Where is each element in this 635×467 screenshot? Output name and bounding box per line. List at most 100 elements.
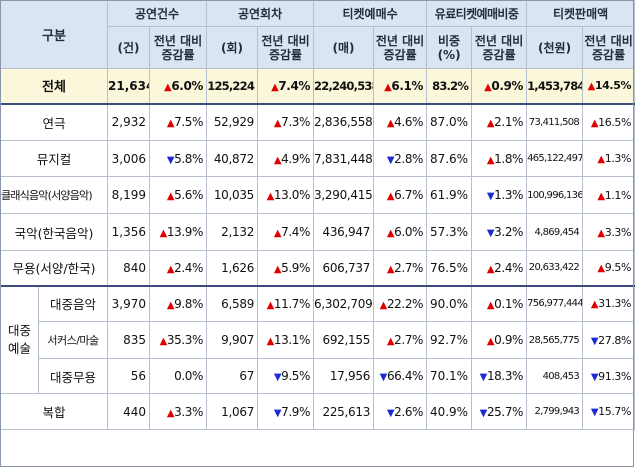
- change-cell: ▼1.3%: [471, 176, 528, 214]
- value-cell: 1,626: [206, 250, 259, 286]
- change-value: 31.3%: [598, 297, 632, 311]
- change-cell: ▲0.9%: [471, 321, 528, 359]
- change-value: 0.9%: [494, 333, 524, 347]
- change-cell: ▲5.9%: [257, 250, 315, 286]
- value-cell: 61.9%: [426, 176, 473, 214]
- unit-sales: (천원): [526, 26, 584, 69]
- row-label: 뮤지컬: [0, 140, 109, 177]
- value-cell: 40.9%: [426, 393, 473, 430]
- down-arrow-icon: ▼: [273, 372, 282, 383]
- up-arrow-icon: ▲: [273, 228, 282, 239]
- change-cell: ▲13.9%: [149, 213, 208, 251]
- table-row: 복합 440 ▲3.3% 1,067 ▼7.9% 225,613 ▼2.6% 40.9% ▼25…: [0, 393, 635, 430]
- up-arrow-icon: ▲: [597, 227, 605, 239]
- change-value: 7.4%: [281, 225, 311, 239]
- value-cell: 7,831,448: [313, 140, 375, 177]
- change-value: 25.7%: [486, 404, 524, 419]
- change-value: 3.3%: [604, 225, 632, 239]
- table-row: 대중 예술 대중음악 3,970 ▲9.8% 6,589 ▲11.7% 6,302,709 ▲…: [0, 284, 635, 394]
- value-cell: 90.0%: [426, 284, 473, 322]
- row-label: 클래식음악(서양음악): [0, 176, 109, 214]
- value-cell: 756,977,444: [526, 284, 584, 322]
- change-value: 27.8%: [598, 333, 632, 347]
- change-cell: ▲35.3%: [149, 321, 208, 359]
- up-arrow-icon: ▲: [159, 228, 168, 239]
- change-value: 35.3%: [166, 333, 204, 347]
- change-cell: ▲6.0%: [373, 213, 428, 251]
- row-label: 국악(한국음악): [0, 213, 109, 251]
- value-cell: 6,589: [206, 284, 259, 322]
- row-label: 연극: [0, 103, 109, 141]
- up-arrow-icon: ▲: [590, 299, 599, 311]
- change-cell: ▲2.1%: [471, 103, 528, 141]
- header-category: 구분: [0, 0, 109, 69]
- down-arrow-icon: ▼: [166, 154, 175, 166]
- value-cell: 1,356: [107, 213, 151, 251]
- table-row: 국악(한국음악) 1,356 ▲13.9% 2,132 ▲7.4% 436,947 ▲6.0…: [0, 213, 635, 251]
- change-value: 2.4%: [494, 260, 524, 275]
- up-arrow-icon: ▲: [587, 81, 596, 93]
- table-row: 대중무용 56 0.0% 67 ▼9.5% 17,956 ▼66.4% 70.1% ▼18.3%…: [1, 358, 635, 394]
- value-cell: 2,836,558: [313, 103, 375, 141]
- change-cell: ▼7.9%: [257, 393, 315, 430]
- unit-sessions: (회): [206, 26, 259, 69]
- down-arrow-icon: ▼: [379, 372, 388, 383]
- up-arrow-icon: ▲: [486, 263, 495, 275]
- change-value: 9.5%: [281, 369, 311, 383]
- up-arrow-icon: ▲: [266, 336, 275, 347]
- change-value: 3.2%: [494, 225, 524, 239]
- change-value: 15.7%: [598, 405, 632, 418]
- change-cell: ▲11.7%: [257, 284, 315, 322]
- header-yoy: 전년 대비 증감률: [257, 26, 315, 69]
- change-value: 6.7%: [394, 188, 424, 202]
- change-cell: ▲4.6%: [373, 103, 428, 141]
- change-value: 4.9%: [281, 151, 311, 166]
- value-cell: 87.0%: [426, 103, 473, 141]
- value-cell: 3,290,415: [313, 176, 375, 214]
- change-cell: ▲14.5%: [582, 68, 635, 105]
- up-arrow-icon: ▲: [590, 117, 599, 129]
- up-arrow-icon: ▲: [271, 81, 279, 93]
- down-arrow-icon: ▼: [590, 371, 599, 383]
- value-cell: 3,970: [107, 284, 151, 322]
- value-cell: 1,067: [206, 393, 259, 430]
- change-value: 2.7%: [394, 333, 424, 347]
- change-cell: ▲1.8%: [471, 140, 528, 177]
- value-cell: 92.7%: [426, 321, 473, 359]
- up-arrow-icon: ▲: [273, 154, 282, 166]
- up-arrow-icon: ▲: [166, 118, 175, 130]
- change-value: 22.2%: [386, 296, 424, 311]
- value-cell: 692,155: [313, 321, 375, 359]
- change-value: 9.8%: [174, 296, 204, 311]
- value-cell: 83.2%: [426, 68, 473, 105]
- value-cell: 835: [107, 321, 151, 359]
- change-value: 5.6%: [174, 188, 204, 202]
- value-cell: 2,132: [206, 213, 259, 251]
- value-cell: 8,199: [107, 176, 151, 214]
- change-cell: ▼18.3%: [471, 358, 528, 394]
- change-cell: ▲7.5%: [149, 103, 208, 141]
- change-cell: ▲7.4%: [257, 213, 315, 251]
- value-cell: 408,453: [526, 358, 584, 394]
- change-value: 3.3%: [174, 404, 204, 419]
- row-label: 대중무용: [37, 358, 109, 394]
- change-value: 6.0%: [171, 78, 204, 93]
- change-cell: ▲13.0%: [257, 176, 315, 214]
- value-cell: 70.1%: [426, 358, 473, 394]
- row-label: 무용(서양/한국): [0, 250, 109, 286]
- change-value: 2.7%: [394, 260, 424, 275]
- change-cell: ▲6.0%: [149, 68, 208, 105]
- change-cell: ▲13.1%: [257, 321, 315, 359]
- value-cell: 20,633,422: [526, 250, 584, 286]
- down-arrow-icon: ▼: [590, 335, 599, 347]
- change-cell: ▲7.3%: [257, 103, 315, 141]
- change-cell: ▲22.2%: [373, 284, 428, 322]
- group-label-popular-arts: 대중 예술: [0, 284, 39, 394]
- change-cell: ▼91.3%: [582, 358, 635, 394]
- row-label: 전체: [0, 68, 109, 105]
- header-yoy: 전년 대비 증감률: [471, 26, 528, 69]
- change-value: 9.5%: [604, 261, 632, 275]
- change-value: 0.1%: [494, 296, 524, 311]
- header-yoy: 전년 대비 증감률: [373, 26, 428, 69]
- row-label: 서커스/마술: [37, 321, 109, 359]
